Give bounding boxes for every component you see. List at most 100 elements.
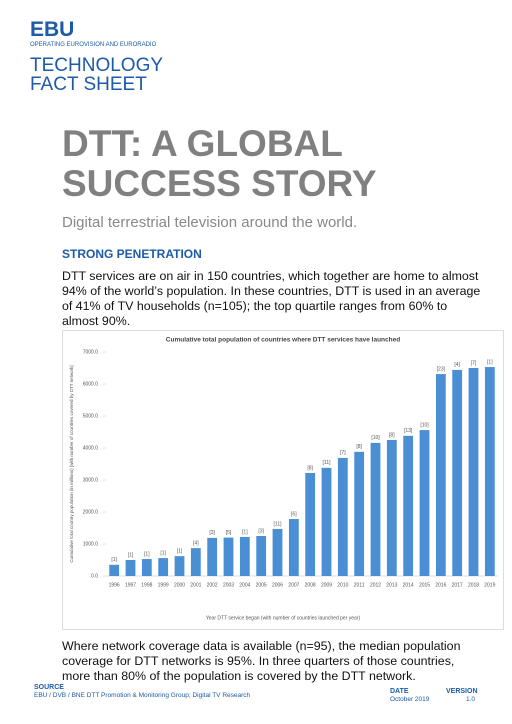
doc-type: TECHNOLOGY FACT SHEET bbox=[30, 56, 163, 94]
chart-title: Cumulative total population of countries… bbox=[166, 337, 400, 344]
bar-label: [13] bbox=[404, 428, 413, 434]
x-axis-label: Year DTT service began (with number of c… bbox=[206, 615, 361, 621]
y-tick-label: 7000.0 bbox=[83, 349, 99, 355]
x-tick-label: 1996 bbox=[109, 582, 120, 588]
x-tick-label: 2012 bbox=[370, 582, 381, 588]
bar-label: [1] bbox=[177, 548, 183, 554]
x-tick-label: 1998 bbox=[141, 582, 152, 588]
bar bbox=[370, 442, 381, 576]
paragraph: Where network coverage data is available… bbox=[62, 639, 461, 683]
bar-label: [3] bbox=[258, 528, 264, 534]
y-tick-label: 2000.0 bbox=[83, 509, 99, 515]
title: DTT: A GLOBAL SUCCESS STORY bbox=[62, 124, 377, 204]
bar-label: [1] bbox=[160, 550, 166, 556]
bar-label: [1] bbox=[242, 529, 248, 535]
title-line: DTT: A GLOBAL bbox=[62, 123, 343, 164]
bar bbox=[468, 368, 479, 576]
version-label: VERSION bbox=[446, 688, 478, 695]
x-tick-label: 2018 bbox=[468, 582, 479, 588]
y-axis-label: Cumulative total country population (in … bbox=[69, 365, 74, 562]
bar bbox=[484, 367, 495, 576]
bar bbox=[419, 430, 430, 576]
bar-label: [11] bbox=[274, 521, 283, 527]
x-tick-label: 2015 bbox=[419, 582, 430, 588]
y-tick-label: 5000.0 bbox=[83, 413, 99, 419]
y-tick-label: 6000.0 bbox=[83, 381, 99, 387]
bar bbox=[109, 564, 120, 576]
bar-label: [1] bbox=[487, 359, 493, 365]
x-tick-label: 2013 bbox=[386, 582, 397, 588]
x-tick-label: 2009 bbox=[321, 582, 332, 588]
x-tick-label: 2014 bbox=[403, 582, 414, 588]
bar-label: [10] bbox=[371, 435, 380, 441]
bar bbox=[207, 537, 218, 576]
bar bbox=[452, 369, 463, 576]
version: 1.0 bbox=[466, 696, 476, 703]
bar-label: [23] bbox=[437, 366, 446, 372]
x-tick-label: 2006 bbox=[272, 582, 283, 588]
x-tick-label: 2008 bbox=[305, 582, 316, 588]
bar-label: [4] bbox=[193, 540, 199, 546]
y-tick-label: 3000.0 bbox=[83, 477, 99, 483]
chart: Cumulative total population of countries… bbox=[62, 330, 504, 630]
source-label: SOURCE bbox=[34, 684, 64, 691]
x-tick-label: 2016 bbox=[435, 582, 446, 588]
bar bbox=[190, 548, 201, 576]
x-tick-label: 1997 bbox=[125, 582, 136, 588]
x-tick-label: 2011 bbox=[354, 582, 365, 588]
bar bbox=[403, 435, 414, 576]
y-tick-label: 4000.0 bbox=[83, 445, 99, 451]
bar bbox=[174, 556, 185, 576]
x-tick-label: 2002 bbox=[207, 582, 218, 588]
y-tick-label: 0.0 bbox=[91, 573, 98, 579]
bar bbox=[305, 472, 316, 576]
bar bbox=[141, 559, 152, 576]
bar-label: [1] bbox=[111, 557, 117, 563]
bar-label: [3] bbox=[209, 530, 215, 536]
subtitle: Digital terrestrial television around th… bbox=[62, 214, 358, 231]
y-tick-label: 1000.0 bbox=[83, 541, 99, 547]
source: EBU / DVB / BNE DTT Promotion & Monitori… bbox=[34, 692, 251, 699]
bar-label: [5] bbox=[226, 530, 232, 536]
bar bbox=[288, 519, 299, 576]
bar-label: [10] bbox=[420, 422, 429, 428]
bar-label: [4] bbox=[454, 362, 460, 368]
bar bbox=[239, 536, 250, 576]
bar-label: [1] bbox=[128, 552, 134, 558]
date-label: DATE bbox=[390, 688, 409, 695]
paragraph: DTT services are on air in 150 countries… bbox=[62, 269, 481, 328]
bar bbox=[256, 536, 267, 576]
title-line: SUCCESS STORY bbox=[62, 163, 377, 204]
bar bbox=[321, 467, 332, 576]
bar-label: [6] bbox=[291, 511, 297, 517]
x-tick-label: 2005 bbox=[256, 582, 267, 588]
x-tick-label: 2001 bbox=[190, 582, 201, 588]
bar bbox=[354, 451, 365, 576]
doc-type-line: TECHNOLOGY bbox=[30, 55, 164, 76]
x-tick-label: 2007 bbox=[288, 582, 299, 588]
bar-label: [7] bbox=[471, 360, 477, 366]
doc-type-line: FACT SHEET bbox=[30, 74, 147, 95]
bar-label: [1] bbox=[144, 551, 150, 557]
x-tick-label: 2004 bbox=[239, 582, 250, 588]
x-tick-label: 2000 bbox=[174, 582, 185, 588]
date: October 2019 bbox=[390, 696, 430, 703]
x-tick-label: 2017 bbox=[452, 582, 463, 588]
bar-label: [11] bbox=[323, 460, 332, 466]
x-tick-label: 1999 bbox=[158, 582, 169, 588]
chart-frame bbox=[62, 330, 504, 630]
x-tick-label: 2003 bbox=[223, 582, 234, 588]
bar-label: [7] bbox=[340, 450, 346, 456]
bar bbox=[272, 528, 283, 576]
tagline: OPERATING EUROVISION AND EURORADIO bbox=[30, 42, 157, 48]
bar bbox=[223, 537, 234, 576]
bar bbox=[386, 440, 397, 576]
bar bbox=[158, 558, 169, 576]
bar bbox=[337, 457, 348, 576]
x-tick-label: 2010 bbox=[337, 582, 348, 588]
x-tick-label: 2019 bbox=[484, 582, 495, 588]
section-heading: STRONG PENETRATION bbox=[62, 247, 202, 261]
bar-label: [8] bbox=[389, 432, 395, 438]
bar-label: [8] bbox=[356, 444, 362, 450]
